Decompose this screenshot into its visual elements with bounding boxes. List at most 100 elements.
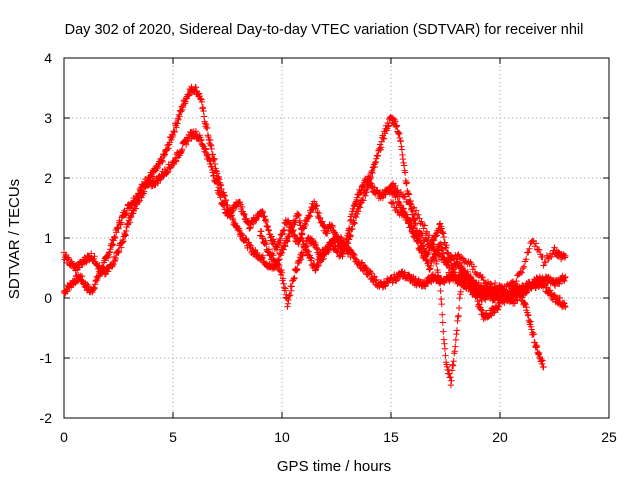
data-point — [455, 312, 462, 320]
data-point — [443, 242, 450, 249]
data-point — [481, 279, 488, 287]
data-point — [423, 237, 431, 245]
data-point — [197, 137, 204, 144]
data-point — [435, 252, 443, 260]
data-point — [290, 226, 297, 234]
data-point — [220, 202, 227, 209]
data-point — [192, 84, 200, 91]
data-point — [551, 291, 558, 299]
data-point — [432, 233, 439, 240]
data-point — [401, 193, 409, 200]
data-point — [526, 279, 533, 286]
data-point — [288, 287, 295, 294]
data-point — [91, 252, 98, 260]
data-point — [342, 241, 349, 249]
data-point — [452, 336, 460, 344]
data-point — [308, 255, 315, 262]
data-point — [282, 243, 289, 250]
x-tick-label: 10 — [274, 429, 290, 445]
data-point — [324, 230, 331, 237]
data-point — [416, 215, 423, 222]
data-point — [274, 260, 282, 268]
data-point — [264, 222, 271, 230]
data-point — [433, 246, 440, 254]
data-point — [453, 256, 460, 263]
data-point — [483, 293, 490, 300]
data-point — [216, 188, 224, 195]
data-point — [548, 253, 555, 261]
data-point — [240, 211, 248, 219]
y-tick-label: -1 — [40, 350, 53, 366]
data-point — [217, 181, 224, 188]
data-point — [350, 219, 358, 226]
data-point — [374, 152, 381, 159]
data-point — [110, 260, 117, 268]
data-point — [277, 237, 284, 244]
data-point — [127, 213, 135, 221]
data-point — [440, 336, 448, 343]
data-point — [425, 232, 433, 239]
data-point — [412, 275, 419, 282]
data-point — [207, 158, 214, 165]
data-point — [363, 185, 371, 193]
data-point — [140, 188, 148, 195]
data-point — [440, 250, 447, 258]
data-point — [434, 269, 442, 276]
data-point — [297, 235, 305, 242]
data-point — [314, 262, 322, 270]
data-point — [381, 283, 389, 290]
data-point — [543, 284, 550, 291]
data-point — [368, 169, 375, 176]
data-point — [454, 317, 461, 325]
data-point — [274, 244, 281, 251]
data-point — [467, 277, 475, 284]
data-point — [91, 284, 98, 292]
data-point — [168, 136, 175, 144]
data-point — [534, 350, 542, 357]
data-point — [307, 254, 314, 261]
data-point — [439, 319, 446, 326]
data-point — [456, 294, 463, 302]
data-point — [182, 98, 189, 106]
data-point — [538, 356, 545, 364]
data-point — [394, 129, 402, 136]
data-point — [222, 196, 230, 204]
data-point — [473, 294, 481, 301]
data-point — [360, 197, 367, 204]
data-point — [438, 225, 445, 232]
data-point — [449, 268, 457, 275]
data-point — [524, 311, 531, 319]
data-point — [263, 223, 270, 230]
data-point — [449, 361, 456, 369]
data-point — [259, 209, 267, 216]
data-point — [306, 213, 313, 220]
data-point — [419, 232, 426, 239]
data-point — [286, 291, 294, 299]
data-point — [62, 286, 70, 294]
data-point — [400, 193, 408, 201]
data-point — [88, 250, 95, 257]
data-point — [135, 198, 142, 206]
data-point — [278, 266, 285, 274]
data-point — [111, 233, 118, 241]
data-point — [242, 235, 250, 242]
data-point — [265, 246, 273, 253]
data-point — [296, 217, 304, 225]
data-point — [341, 240, 348, 247]
data-point — [121, 231, 129, 238]
data-point — [207, 141, 214, 148]
data-point — [107, 246, 114, 253]
data-point — [449, 262, 456, 270]
data-point — [411, 232, 419, 240]
data-point — [278, 269, 286, 276]
data-point — [539, 357, 546, 364]
data-point — [249, 220, 257, 228]
data-point — [130, 210, 137, 217]
data-point — [442, 244, 450, 252]
data-point — [303, 241, 310, 249]
data-point — [388, 200, 396, 207]
data-point — [351, 255, 359, 262]
y-axis-label: SDTVAR / TECUs — [6, 179, 23, 299]
data-point — [415, 211, 422, 218]
data-point — [109, 241, 117, 248]
